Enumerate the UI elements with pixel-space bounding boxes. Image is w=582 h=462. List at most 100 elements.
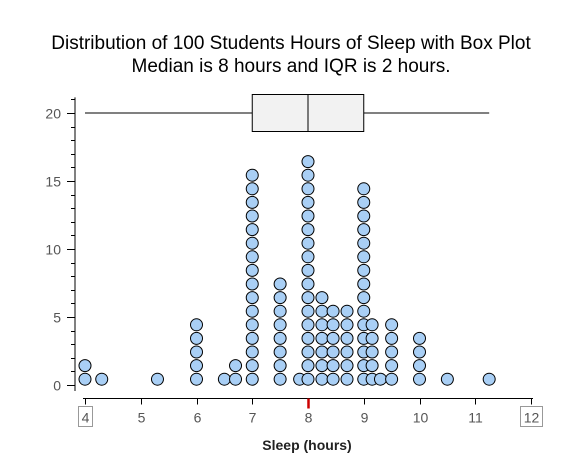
data-dot: [273, 359, 287, 373]
data-dot: [365, 331, 379, 345]
data-dot: [326, 331, 340, 345]
data-dot: [245, 318, 259, 332]
data-dot: [440, 372, 454, 386]
data-dot: [245, 223, 259, 237]
x-tick-label-box: [520, 406, 543, 427]
x-tick-label: 6: [194, 410, 202, 426]
data-dot: [357, 304, 371, 318]
data-dot: [340, 345, 354, 359]
data-dot: [340, 331, 354, 345]
data-dot: [245, 250, 259, 264]
data-dot: [385, 345, 399, 359]
data-dot: [373, 372, 387, 386]
data-dot: [301, 318, 315, 332]
y-tick-label: 20: [45, 106, 61, 122]
data-dot: [273, 304, 287, 318]
data-dot: [301, 277, 315, 291]
data-dot: [301, 236, 315, 250]
data-dot: [245, 304, 259, 318]
data-dot: [413, 331, 426, 345]
dot-series: [78, 155, 496, 386]
data-dot: [315, 359, 329, 373]
data-dot: [315, 318, 329, 332]
data-dot: [315, 345, 329, 359]
data-dot: [217, 372, 231, 386]
data-dot: [365, 345, 379, 359]
data-dot: [315, 291, 329, 305]
y-tick-label: 10: [45, 242, 61, 258]
data-dot: [301, 195, 315, 209]
data-dot: [95, 372, 109, 386]
data-dot: [357, 277, 371, 291]
data-dot: [245, 209, 259, 223]
data-dot: [301, 331, 315, 345]
data-dot: [245, 236, 259, 250]
data-dot: [190, 331, 203, 345]
data-dot: [273, 318, 287, 332]
x-axis-title: Sleep (hours): [262, 437, 351, 453]
data-dot: [413, 345, 426, 359]
data-dot: [245, 331, 259, 345]
data-dot: [273, 291, 287, 305]
data-dot: [357, 195, 371, 209]
data-dot: [301, 155, 315, 169]
data-dot: [301, 168, 315, 182]
data-dot: [245, 372, 259, 386]
data-dot: [245, 277, 259, 291]
data-dot: [301, 359, 315, 373]
data-dot: [315, 372, 329, 386]
data-dot: [413, 359, 426, 373]
data-dot: [245, 291, 259, 305]
data-dot: [273, 372, 287, 386]
data-dot: [190, 345, 203, 359]
data-dot: [365, 359, 379, 373]
data-dot: [340, 372, 354, 386]
data-dot: [301, 223, 315, 237]
data-dot: [357, 182, 371, 196]
data-dot: [245, 168, 259, 182]
data-dot: [229, 372, 243, 386]
data-dot: [229, 359, 243, 373]
data-dot: [301, 345, 315, 359]
x-tick-label: 9: [361, 410, 369, 426]
data-dot: [190, 359, 203, 373]
data-dot: [385, 359, 399, 373]
data-dot: [326, 304, 340, 318]
chart-title-line: Distribution of 100 Students Hours of Sl…: [51, 33, 531, 54]
data-dot: [190, 318, 203, 332]
data-dot: [301, 263, 315, 277]
data-dot: [301, 209, 315, 223]
data-dot: [357, 291, 371, 305]
data-dot: [301, 182, 315, 196]
x-tick-label: 7: [249, 410, 257, 426]
data-dot: [245, 182, 259, 196]
data-dot: [78, 372, 92, 386]
data-dot: [245, 263, 259, 277]
data-dot: [326, 345, 340, 359]
x-tick-label: 10: [413, 410, 429, 426]
data-dot: [301, 372, 315, 386]
data-dot: [78, 359, 92, 373]
data-dot: [301, 304, 315, 318]
data-dot: [385, 318, 399, 332]
x-tick-label: 4: [82, 410, 90, 426]
x-tick-label: 5: [138, 410, 146, 426]
data-dot: [357, 263, 371, 277]
data-dot: [326, 318, 340, 332]
data-dot: [245, 359, 259, 373]
data-dot: [340, 359, 354, 373]
data-dot: [273, 345, 287, 359]
x-tick-label-box: [78, 406, 93, 427]
data-dot: [150, 372, 164, 386]
data-dot: [385, 331, 399, 345]
y-tick-label: 0: [53, 378, 61, 394]
x-tick-label: 11: [468, 410, 483, 426]
x-tick-label: 12: [524, 410, 540, 426]
data-dot: [385, 372, 399, 386]
chart-title: Distribution of 100 Students Hours of Sl…: [0, 32, 582, 78]
data-dot: [326, 359, 340, 373]
data-dot: [190, 372, 203, 386]
data-dot: [315, 304, 329, 318]
data-dot: [365, 318, 379, 332]
